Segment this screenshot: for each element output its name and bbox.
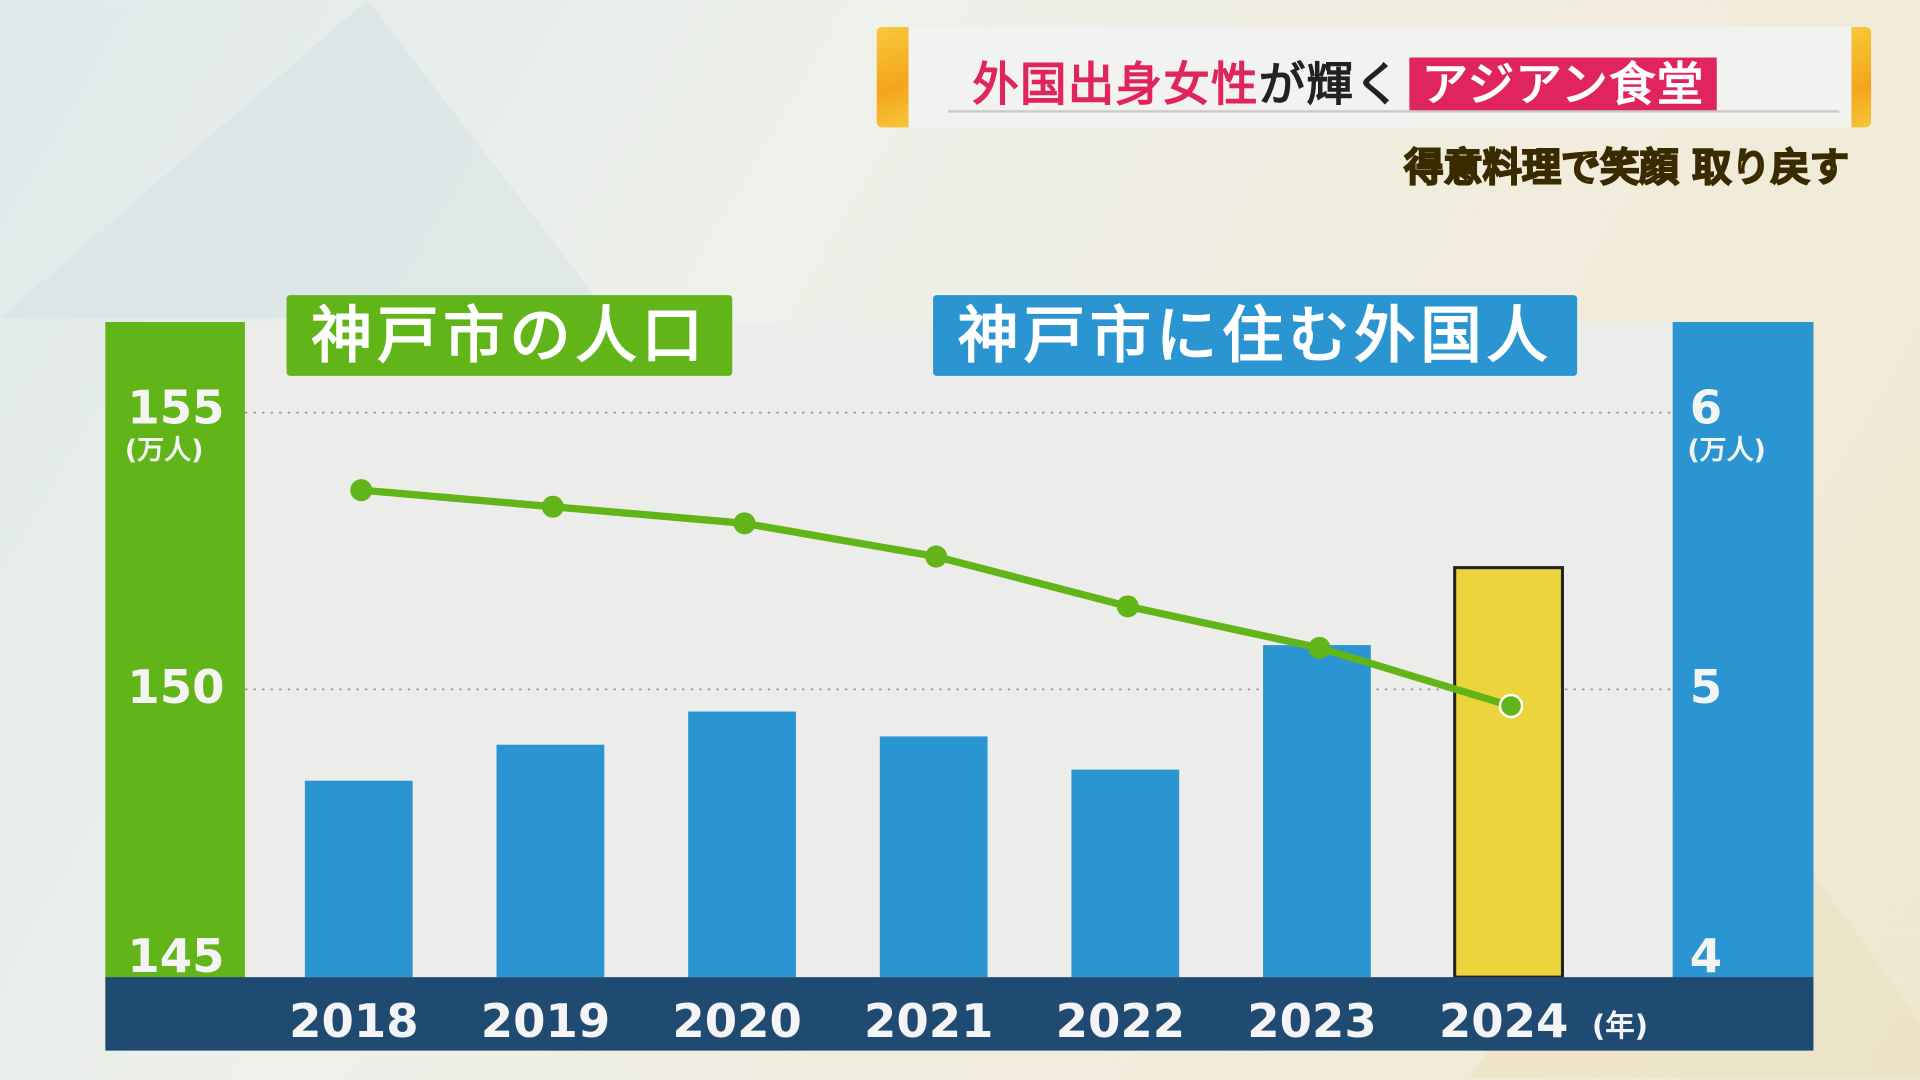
x-axis-unit: (年) xyxy=(1591,1008,1649,1044)
x-label-2024: 2024 xyxy=(1438,994,1569,1049)
right-tick-5: 5 xyxy=(1689,660,1723,714)
x-label-2018: 2018 xyxy=(289,994,419,1049)
left-axis xyxy=(105,322,245,979)
x-label-2022: 2022 xyxy=(1055,994,1186,1049)
right-axis xyxy=(1672,322,1814,979)
bar-2018 xyxy=(304,780,413,978)
headline-box: アジアン食堂 xyxy=(1409,57,1717,111)
legend-foreign-residents: 神戸市に住む外国人 xyxy=(933,295,1578,376)
left-tick-150: 150 xyxy=(127,660,225,714)
population-point-2021 xyxy=(925,545,948,568)
bar-2023 xyxy=(1263,645,1371,978)
right-tick-6: 6 xyxy=(1689,380,1723,435)
bar-2021 xyxy=(879,736,988,978)
left-tick-155: 155 xyxy=(127,380,225,435)
population-point-2020 xyxy=(733,512,756,535)
background-facet xyxy=(0,0,613,319)
x-label-2021: 2021 xyxy=(864,994,994,1049)
x-axis-band xyxy=(105,977,1814,1051)
headline-red: 外国出身女性 xyxy=(972,57,1259,112)
x-label-2019: 2019 xyxy=(480,994,611,1049)
right-axis-unit: (万人) xyxy=(1687,435,1766,467)
subtitle: 得意料理で笑顔 取り戻す xyxy=(1403,144,1850,192)
population-point-2024 xyxy=(1498,693,1524,719)
population-point-2023 xyxy=(1308,636,1331,659)
population-point-2019 xyxy=(541,495,564,518)
banner-cap xyxy=(876,26,909,128)
headline-banner: 外国出身女性が輝く アジアン食堂 xyxy=(876,26,1872,128)
x-label-2023: 2023 xyxy=(1247,994,1377,1049)
headline-underline xyxy=(947,110,1840,113)
left-tick-145: 145 xyxy=(127,929,225,984)
population-point-2022 xyxy=(1116,595,1139,618)
left-axis-unit: (万人) xyxy=(124,435,204,467)
headline: 外国出身女性が輝く アジアン食堂 xyxy=(972,47,1717,114)
bar-2020 xyxy=(688,711,796,978)
bar-2022 xyxy=(1071,769,1180,978)
population-point-2018 xyxy=(350,479,373,502)
legend-population: 神戸市の人口 xyxy=(286,295,733,376)
bar-2024 xyxy=(1453,566,1564,979)
headline-dark: が輝く xyxy=(1258,57,1403,112)
x-label-2020: 2020 xyxy=(672,994,802,1049)
right-tick-4: 4 xyxy=(1689,929,1723,984)
banner-cap xyxy=(1851,26,1872,128)
bar-2019 xyxy=(496,744,605,978)
